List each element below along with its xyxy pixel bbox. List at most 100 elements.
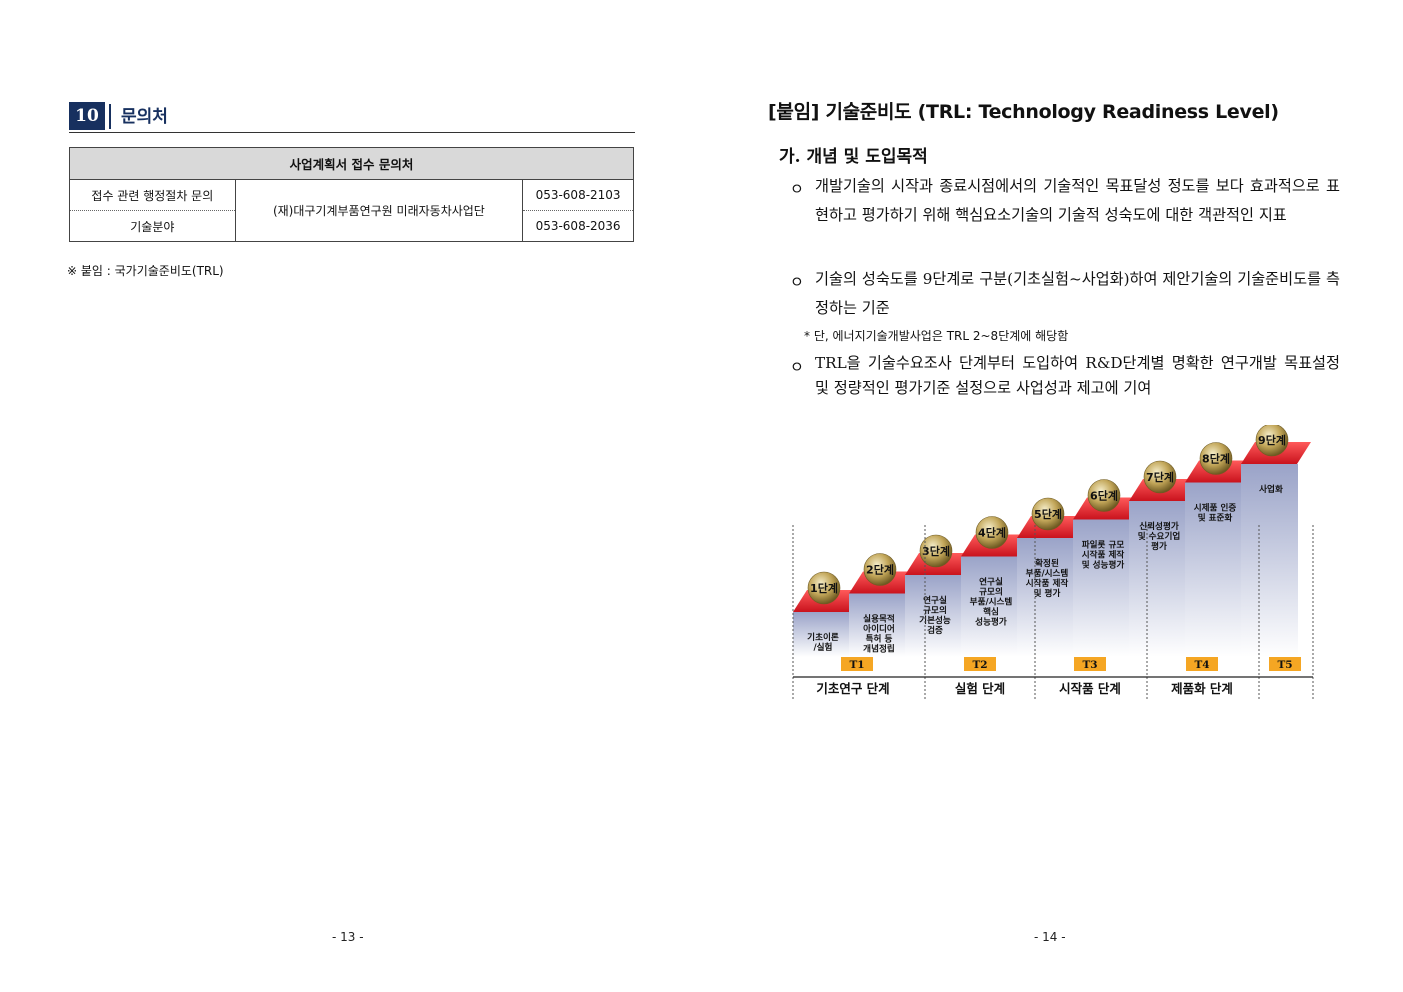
bullet-text: TRL을 기술수요조사 단계부터 도입하여 R&D단계별 명확한 연구개발 목표… — [815, 354, 1340, 397]
tech-level-label: T3 — [1074, 657, 1106, 671]
step-label: 1단계 — [810, 581, 838, 595]
table-cell-category: 접수 관련 행정절차 문의 — [69, 179, 236, 211]
tech-level-box — [964, 657, 996, 671]
step-description: 및 성능평가 — [1082, 559, 1125, 571]
step-description: 부품/시스템 — [1026, 567, 1069, 579]
step-description: 시제품 인증 — [1194, 502, 1237, 514]
step-description: 시작품 제작 — [1082, 549, 1125, 561]
step-description: 아이디어 — [863, 623, 895, 635]
contact-table-header: 사업계획서 접수 문의처 — [69, 147, 634, 180]
phase-label: 실험 단계 — [955, 681, 1005, 696]
step-description: 확정된 — [1035, 557, 1059, 569]
step-description: 기본성능 — [919, 614, 951, 626]
step-face — [1129, 501, 1186, 657]
step-description: 시작품 제작 — [1026, 577, 1069, 589]
step-face — [793, 612, 850, 657]
attachment-note: ※ 붙임 : 국가기술준비도(TRL) — [67, 264, 224, 278]
tech-level-label: T2 — [964, 657, 996, 671]
bullet-text: 개발기술의 시작과 종료시점에서의 기술적인 목표달성 정도를 보다 효과적으로… — [815, 177, 1340, 224]
step-description: 핵심 — [983, 606, 999, 618]
step-description: 평가 — [1151, 540, 1167, 552]
table-cell-phone: 053-608-2036 — [522, 210, 634, 242]
step-face — [1185, 482, 1242, 657]
tech-level-box — [1074, 657, 1106, 671]
step-ball — [1199, 442, 1233, 475]
phase-label: 시작품 단계 — [1059, 681, 1121, 696]
tech-level-text: T3 — [1082, 659, 1097, 671]
step-description: 신뢰성평가 — [1139, 520, 1179, 532]
section-title: 문의처 — [121, 107, 168, 127]
footnote: * 단, 에너지기술개발사업은 TRL 2~8단계에 해당함 — [804, 329, 1069, 343]
step-description: 실용목적 — [863, 613, 895, 625]
step-face — [1017, 538, 1074, 657]
tech-level-label: T1 — [841, 657, 873, 671]
step-description: 연구실 — [923, 594, 947, 606]
step-label: 6단계 — [1090, 489, 1118, 503]
bullet-marker: ㅇ — [790, 180, 804, 198]
step-label: 2단계 — [866, 563, 894, 577]
step-label: 7단계 — [1146, 470, 1174, 484]
phase-label: 기초연구 단계 — [816, 681, 889, 696]
tech-level-label: T4 — [1186, 657, 1218, 671]
step-description: 연구실 — [979, 576, 1003, 588]
step-description: 기초이론 — [807, 631, 839, 643]
step-ball — [863, 553, 897, 586]
step-label: 5단계 — [1034, 507, 1062, 521]
step-ball — [807, 571, 841, 605]
step-label: 8단계 — [1202, 452, 1230, 466]
step-face — [905, 575, 962, 657]
step-description: 및 평가 — [1034, 587, 1061, 599]
bullet-text: 기술의 성숙도를 9단계로 구분(기초실험~사업화)하여 제안기술의 기술준비도… — [815, 270, 1340, 317]
step-description: 및 수요기업 — [1138, 530, 1181, 542]
subsection-title: 가. 개념 및 도입목적 — [779, 147, 928, 167]
step-ball — [975, 516, 1009, 549]
tech-level-text: T2 — [972, 659, 987, 671]
page-number-left: - 13 - — [332, 930, 364, 944]
step-ball — [1087, 479, 1121, 512]
attachment-title: [붙임] 기술준비도 (TRL: Technology Readiness Le… — [768, 101, 1279, 123]
step-label: 4단계 — [978, 526, 1006, 540]
step-description: 사업화 — [1259, 483, 1283, 495]
step-ball — [1143, 460, 1177, 494]
tech-level-label: T5 — [1269, 657, 1301, 671]
step-description: 성능평가 — [975, 616, 1007, 628]
tech-level-text: T5 — [1277, 659, 1292, 671]
step-description: 검증 — [927, 624, 943, 636]
tech-level-box — [841, 657, 873, 671]
section-divider — [109, 104, 111, 129]
step-face — [1241, 464, 1298, 657]
step-label: 3단계 — [922, 544, 950, 558]
step-face — [849, 593, 906, 657]
tech-level-text: T4 — [1194, 659, 1209, 671]
tech-level-text: T1 — [849, 659, 864, 671]
step-ball — [919, 534, 953, 568]
step-description: 개념정립 — [863, 643, 895, 655]
bullet-marker: ㅇ — [790, 273, 804, 291]
step-description: 규모의 — [923, 604, 947, 616]
step-description: 파일롯 규모 — [1082, 539, 1125, 551]
step-ball — [1255, 425, 1289, 457]
section-number: 10 — [69, 102, 105, 130]
step-description: 및 표준화 — [1198, 512, 1233, 524]
step-description: 부품/시스템 — [970, 596, 1013, 608]
step-description: /실험 — [814, 641, 833, 653]
step-description: 특허 등 — [866, 633, 893, 645]
step-face — [1073, 519, 1130, 657]
step-description: 규모의 — [979, 586, 1003, 598]
section-header: 10 문의처 — [69, 102, 635, 133]
contact-table: 사업계획서 접수 문의처 접수 관련 행정절차 문의 (재)대구기계부품연구원 … — [69, 147, 634, 242]
table-cell-phone: 053-608-2103 — [522, 179, 634, 211]
step-ball — [1031, 497, 1065, 531]
step-face — [961, 556, 1018, 657]
tech-level-box — [1269, 657, 1301, 671]
